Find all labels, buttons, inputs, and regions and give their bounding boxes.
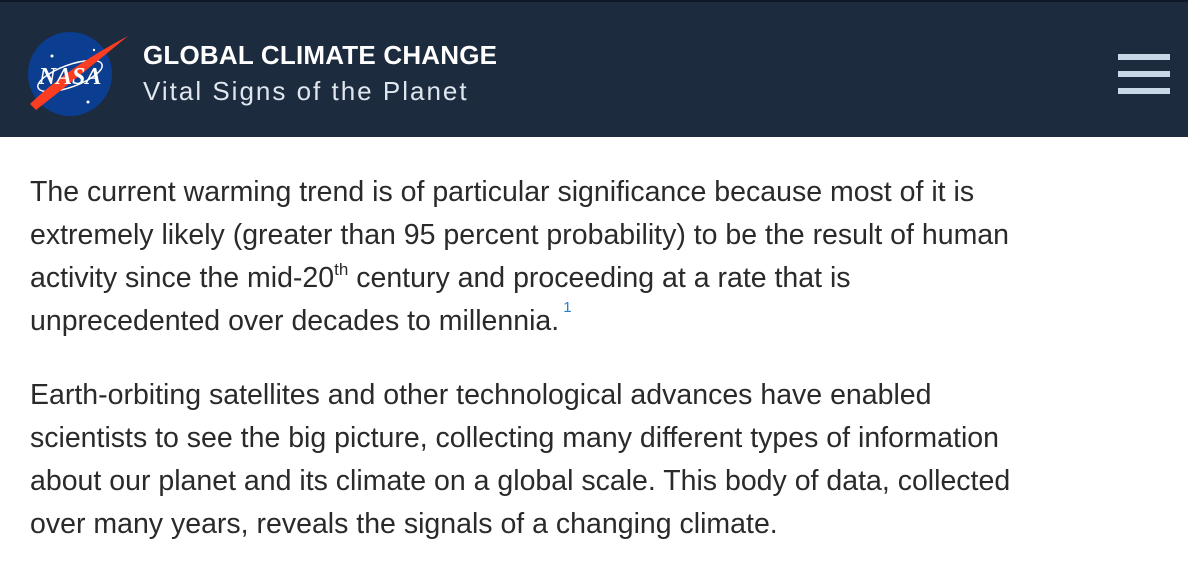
superscript: th [334, 260, 349, 279]
site-header: NASA GLOBAL CLIMATE CHANGE Vital Signs o… [0, 0, 1188, 137]
text-line: about our planet and its climate on a gl… [30, 460, 1010, 503]
text: unprecedented over decades to millennia. [30, 305, 560, 337]
menu-button[interactable] [1118, 54, 1170, 94]
text: activity since the mid-20 [30, 262, 335, 294]
text: over many years, reveals the signals of … [30, 508, 778, 540]
article-body: The current warming trend is of particul… [30, 171, 1010, 577]
site-title: GLOBAL CLIMATE CHANGE [143, 40, 498, 70]
text-line: extremely likely (greater than 95 percen… [30, 214, 1010, 257]
paragraph: The current warming trend is of particul… [30, 171, 1010, 343]
text: The current warming trend is of particul… [30, 176, 975, 208]
site-subtitle: Vital Signs of the Planet [143, 76, 469, 106]
text-line: activity since the mid-20th century and … [30, 257, 1010, 300]
logo-text: NASA [38, 64, 102, 90]
text-line: scientists to see the big picture, colle… [30, 417, 1010, 460]
text-line: The current warming trend is of particul… [30, 171, 1010, 214]
text-line: over many years, reveals the signals of … [30, 503, 1010, 546]
text-line: Earth-orbiting satellites and other tech… [30, 374, 1010, 417]
text: century and proceeding at a rate that is [348, 262, 851, 294]
nasa-logo[interactable]: NASA [22, 28, 132, 120]
text-line: unprecedented over decades to millennia.… [30, 299, 1010, 343]
paragraph: Earth-orbiting satellites and other tech… [30, 374, 1010, 546]
text: scientists to see the big picture, colle… [30, 422, 999, 454]
text: extremely likely (greater than 95 percen… [30, 219, 1010, 251]
footnote-link[interactable]: 1 [563, 299, 572, 316]
text: Earth-orbiting satellites and other tech… [30, 379, 932, 411]
page: NASA GLOBAL CLIMATE CHANGE Vital Signs o… [0, 0, 1188, 540]
text: about our planet and its climate on a gl… [30, 465, 1011, 497]
